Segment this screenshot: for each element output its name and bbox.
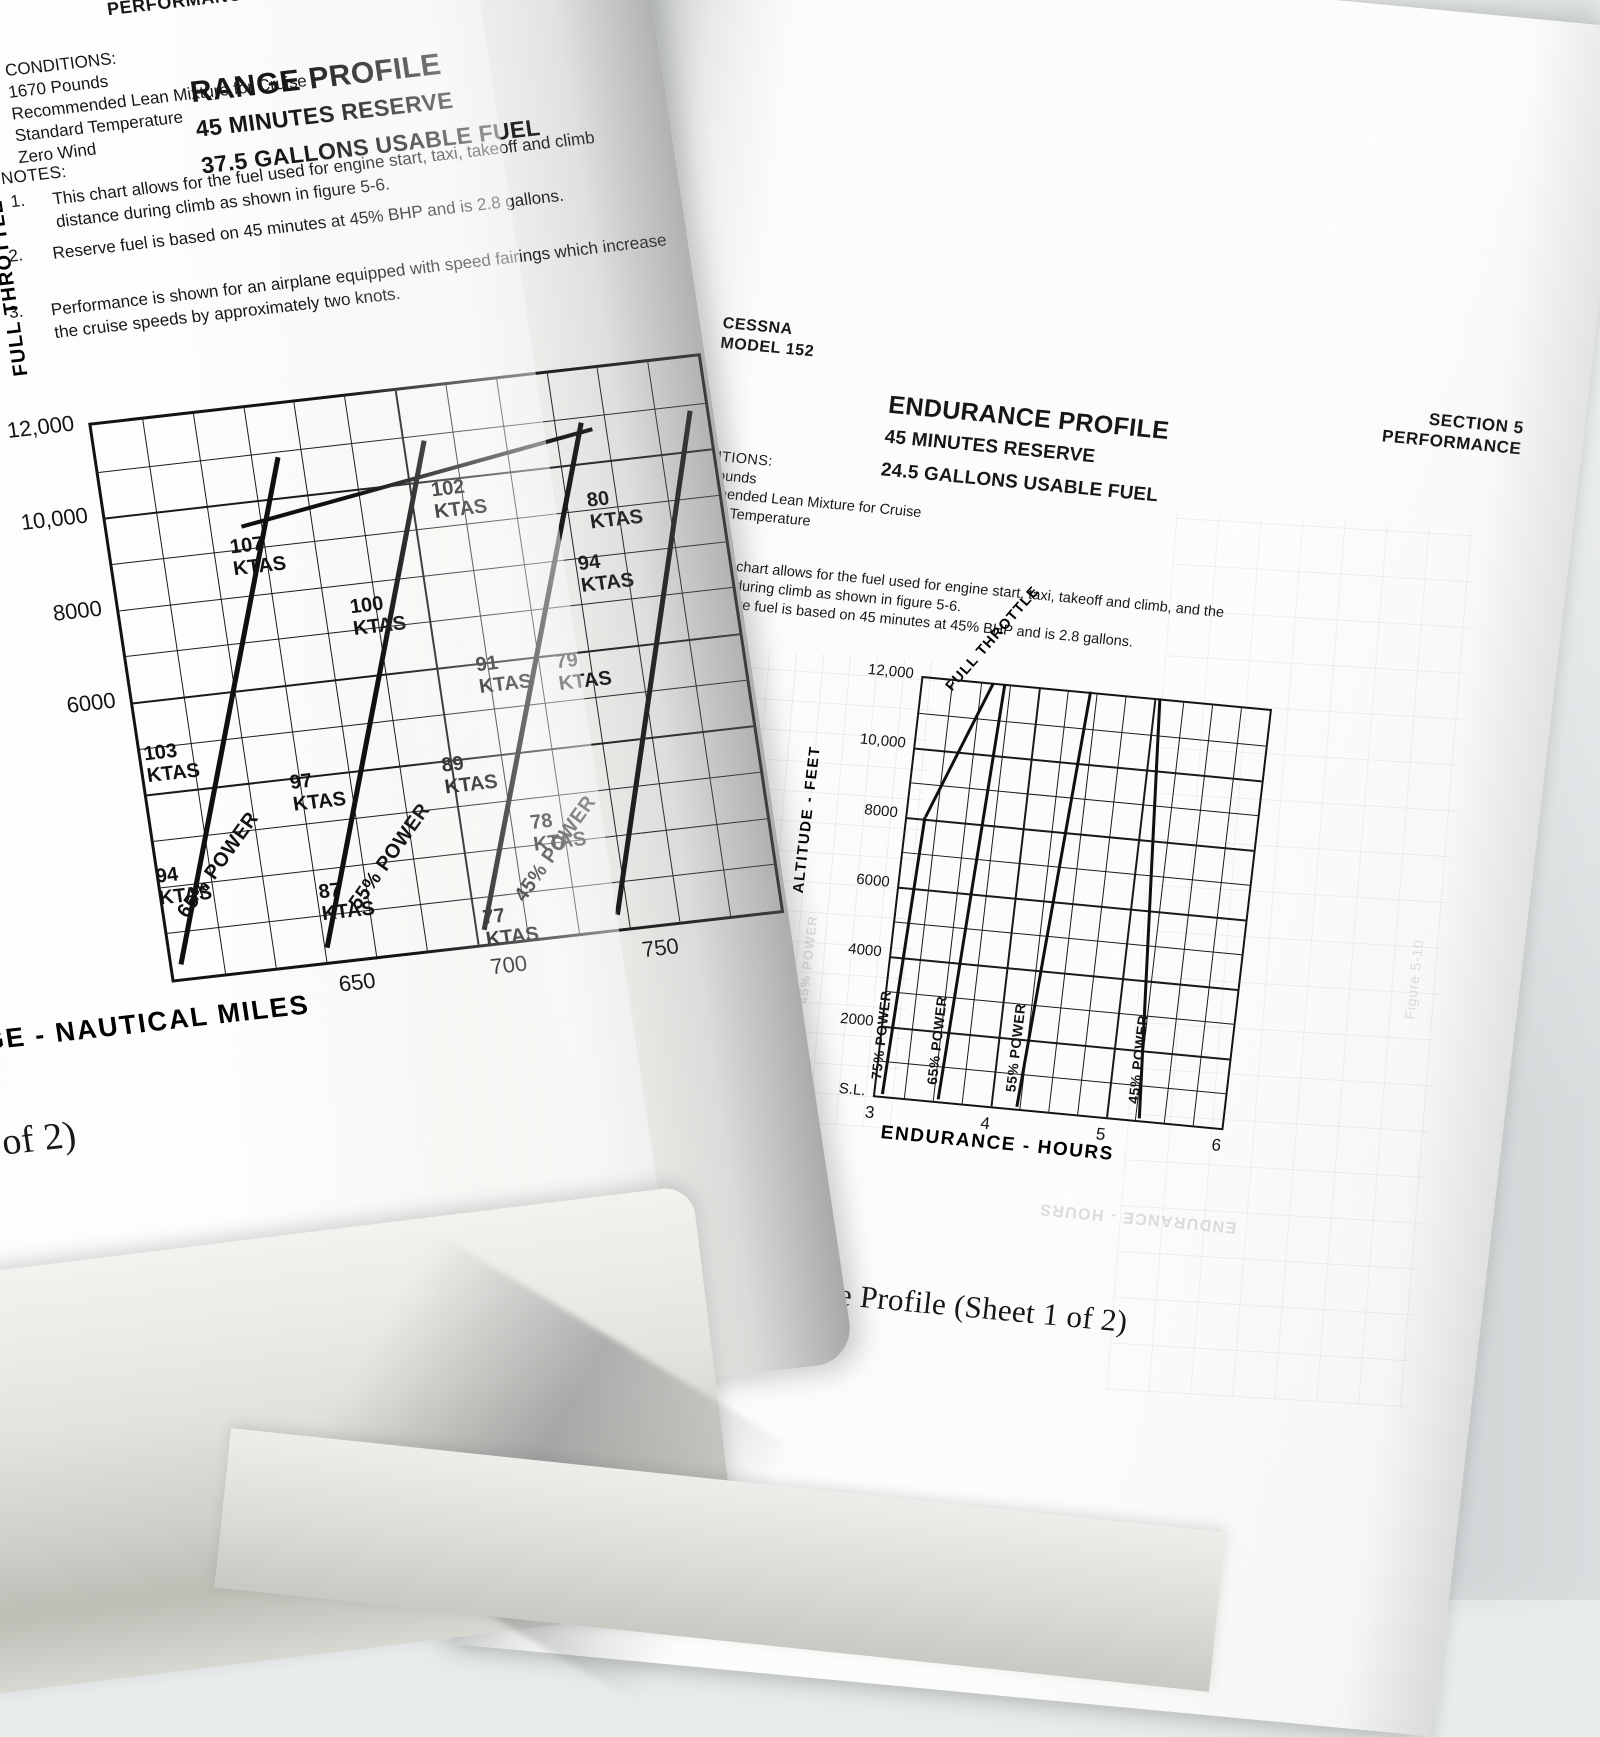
x-tick-label: 4 (979, 1113, 992, 1134)
grid-line-horizontal (911, 782, 1258, 817)
x-tick-label: 5 (1094, 1124, 1107, 1145)
ktas-callout: 103 KTAS (142, 739, 202, 787)
endurance-profile-chart: ALTITUDE - FEET ENDURANCE - HOURS FULL T… (767, 583, 1292, 1186)
y-tick-label: 4000 (847, 940, 883, 961)
ktas-callout: 94 KTAS (154, 863, 214, 910)
grid-line-horizontal (895, 921, 1242, 956)
grid-line-horizontal (907, 817, 1254, 852)
y-tick-label: 10,000 (859, 730, 907, 752)
ktas-callout: 107 KTAS (228, 532, 288, 580)
y-tick-label: 6000 (64, 687, 118, 718)
note-number: 1. (9, 190, 27, 212)
ktas-callout: 97 KTAS (288, 769, 348, 816)
grid-line-horizontal (898, 886, 1246, 922)
ktas-callout: 87 KTAS (316, 878, 377, 925)
grid-line-horizontal (903, 851, 1250, 886)
x-tick-label: 3 (863, 1102, 876, 1123)
y-tick-label: 8000 (863, 801, 899, 822)
y-tick-label: 6000 (855, 870, 891, 891)
y-tick-label: 12,000 (867, 660, 915, 683)
x-tick-label: 650 (337, 967, 378, 997)
y-tick-label: 8000 (51, 595, 104, 626)
x-tick-label: 6 (1210, 1135, 1223, 1156)
grid-line-horizontal (890, 956, 1238, 991)
grid-line-horizontal (915, 747, 1262, 782)
chart-x-axis-label: RANGE - NAUTICAL MILES (0, 989, 312, 1064)
y-tick-label: 12,000 (5, 410, 76, 443)
y-tick-label: 10,000 (19, 502, 90, 536)
